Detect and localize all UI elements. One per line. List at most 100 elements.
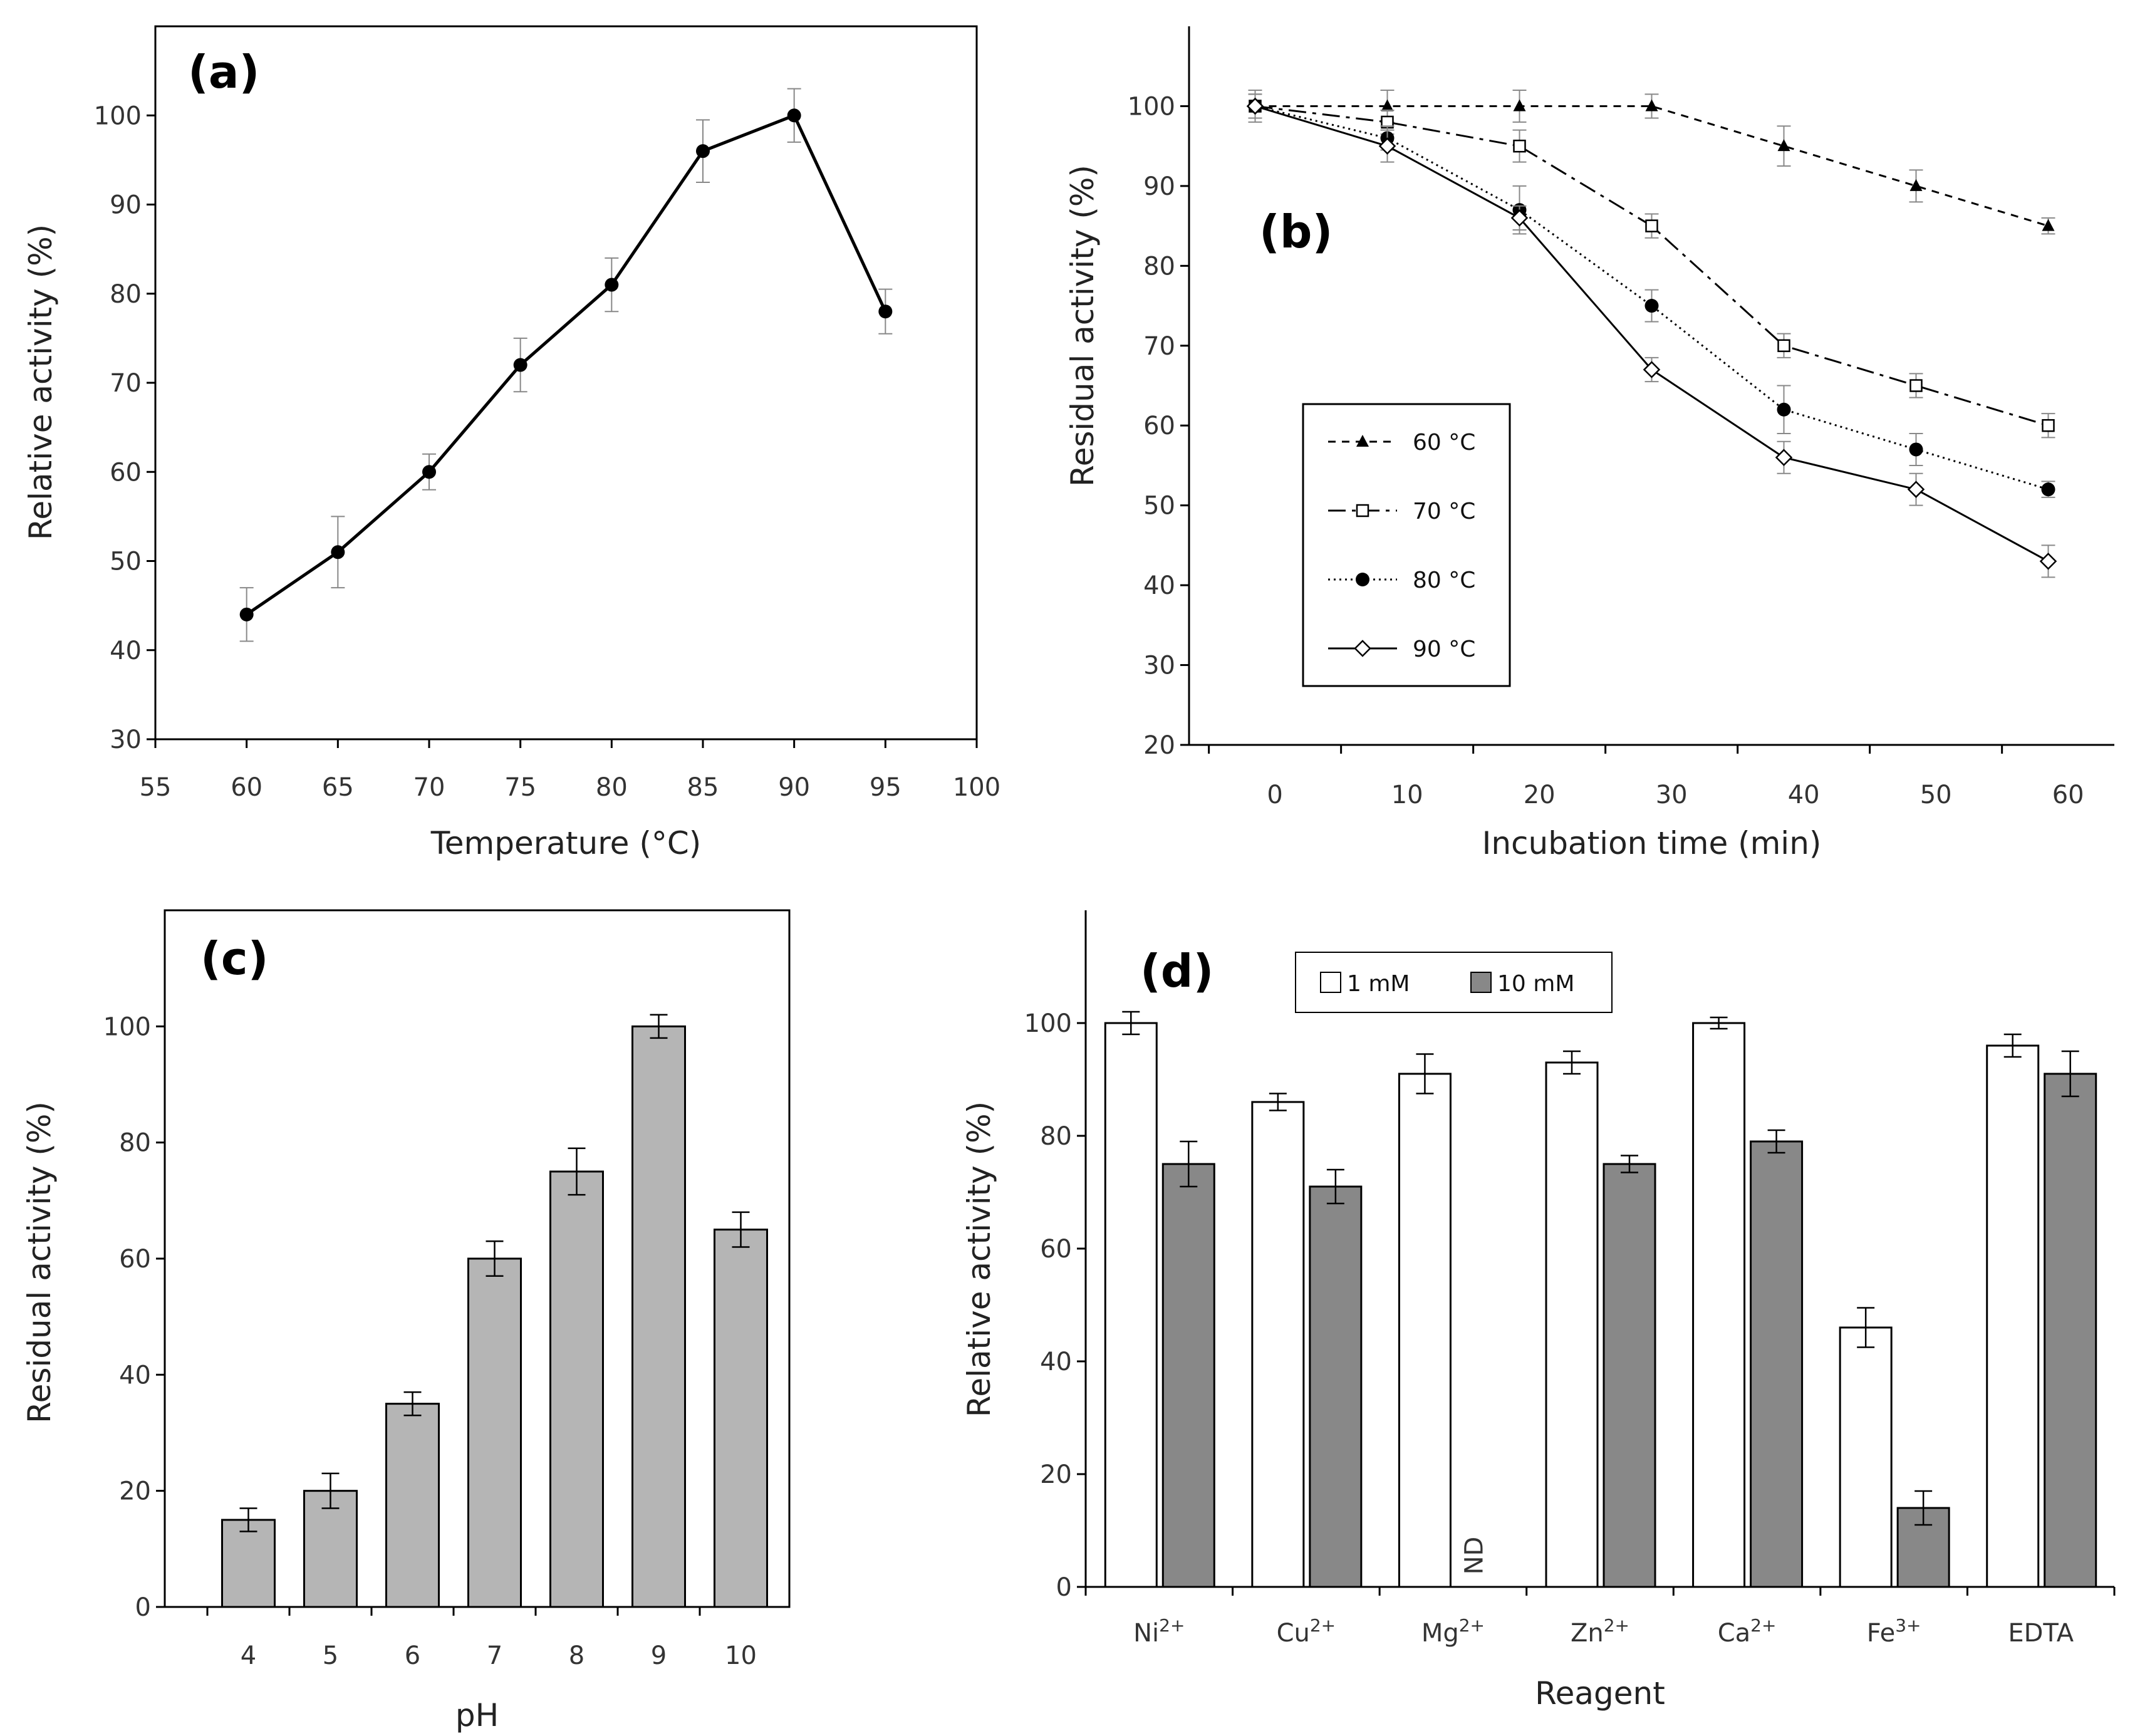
y-axis-title: Residual activity (%) bbox=[1064, 165, 1101, 487]
legend-marker bbox=[1356, 504, 1369, 517]
y-axis-title: Relative activity (%) bbox=[961, 1101, 997, 1417]
data-point bbox=[1644, 299, 1659, 313]
bar bbox=[385, 1403, 440, 1608]
x-tick-label: 95 bbox=[870, 773, 901, 802]
data-point bbox=[1645, 219, 1658, 232]
panel-label: (c) bbox=[200, 932, 269, 985]
y-tick-label: 60 bbox=[1143, 412, 1175, 440]
plot-frame bbox=[154, 25, 978, 741]
x-tick-label: 10 bbox=[1391, 781, 1423, 809]
data-point bbox=[1513, 139, 1526, 153]
panel-d: 0 20 40 60 80 100 Reagent Relative activity (%)… bbox=[961, 910, 2116, 1712]
y-tick-label: 50 bbox=[110, 548, 142, 576]
x-tick-label: 7 bbox=[487, 1641, 502, 1670]
data-point bbox=[1777, 339, 1790, 353]
legend-label: 70 °C bbox=[1413, 499, 1475, 524]
data-point bbox=[1643, 361, 1661, 378]
legend-label: 80 °C bbox=[1413, 568, 1475, 593]
x-tick-label: Ni2+ bbox=[1133, 1615, 1185, 1648]
x-tick-label: 60 bbox=[231, 773, 262, 802]
x-tick-label-base: Ni bbox=[1133, 1619, 1159, 1648]
bar-0 bbox=[1104, 1022, 1158, 1588]
x-tick-label: 10 bbox=[725, 1641, 757, 1670]
panel-a: 30 40 50 60 70 80 90 100 55 60 65 70 75 80 85 90 95 100 Te… bbox=[23, 25, 1000, 861]
y-tick-label: 0 bbox=[135, 1593, 151, 1622]
data-point bbox=[1645, 99, 1658, 112]
y-tick-label: 90 bbox=[1143, 172, 1175, 201]
x-tick-label: Mg2+ bbox=[1421, 1615, 1485, 1648]
data-point bbox=[1777, 402, 1791, 417]
x-tick-label: 70 bbox=[413, 773, 445, 802]
data-point bbox=[1510, 209, 1529, 227]
data-point bbox=[878, 304, 893, 319]
x-tick-label: 90 bbox=[778, 773, 810, 802]
series-60-C bbox=[1248, 89, 2055, 235]
panel-label: (d) bbox=[1140, 945, 1213, 997]
data-point bbox=[1909, 179, 1923, 191]
bar-1 bbox=[1309, 1185, 1363, 1588]
x-tick-label: 20 bbox=[1524, 781, 1556, 809]
x-tick-label-sup: 2+ bbox=[1310, 1615, 1336, 1636]
bar bbox=[303, 1490, 358, 1608]
x-tick-label: 30 bbox=[1656, 781, 1688, 809]
annotation-nd: ND bbox=[1460, 1537, 1488, 1575]
data-point bbox=[239, 607, 254, 621]
legend-box bbox=[1302, 403, 1511, 687]
legend-swatch bbox=[1470, 972, 1492, 993]
bar-1 bbox=[1161, 1163, 1215, 1588]
x-tick-label: 4 bbox=[241, 1641, 256, 1670]
y-tick-label: 90 bbox=[110, 191, 142, 220]
bar-0 bbox=[1692, 1022, 1746, 1588]
legend-label: 60 °C bbox=[1413, 430, 1475, 455]
y-tick-label: 20 bbox=[119, 1477, 151, 1506]
x-tick-label: Cu2+ bbox=[1277, 1615, 1336, 1648]
x-axis-title: Incubation time (min) bbox=[1482, 825, 1822, 861]
data-point bbox=[1775, 449, 1793, 466]
bar bbox=[631, 1025, 686, 1608]
x-tick-label: 85 bbox=[687, 773, 719, 802]
y-tick-label: 40 bbox=[110, 637, 142, 665]
x-tick-label: 6 bbox=[405, 1641, 420, 1670]
y-axis-title: Residual activity (%) bbox=[21, 1101, 58, 1423]
bar-0 bbox=[1398, 1073, 1452, 1588]
x-tick-label: Ca2+ bbox=[1718, 1615, 1777, 1648]
y-tick-label: 80 bbox=[119, 1129, 151, 1158]
bar-1 bbox=[1603, 1163, 1656, 1588]
y-tick-label: 70 bbox=[1143, 332, 1175, 361]
legend-marker bbox=[1354, 640, 1371, 657]
x-axis-title: Reagent bbox=[1535, 1675, 1665, 1712]
bar-0 bbox=[1545, 1061, 1599, 1588]
legend-box bbox=[1295, 952, 1613, 1013]
x-tick-label: 40 bbox=[1788, 781, 1820, 809]
legend-label: 1 mM bbox=[1347, 971, 1410, 997]
y-tick-label: 100 bbox=[94, 101, 142, 130]
data-point bbox=[2042, 418, 2055, 432]
x-tick-label-base: Ca bbox=[1718, 1619, 1750, 1648]
x-tick-label-base: Fe bbox=[1867, 1619, 1895, 1648]
data-point bbox=[2039, 553, 2057, 570]
x-tick-label: 65 bbox=[322, 773, 354, 802]
series-activity bbox=[239, 88, 893, 642]
legend-marker bbox=[1356, 573, 1369, 586]
x-tick-label: Zn2+ bbox=[1571, 1615, 1629, 1648]
y-tick-label: 20 bbox=[1143, 731, 1175, 760]
y-tick-label: 40 bbox=[119, 1361, 151, 1390]
panel-b: 20 30 40 50 60 70 80 90 100 0 10 20 30 40 50 60 Incubati… bbox=[1064, 26, 2114, 861]
x-tick-label-sup: 2+ bbox=[1159, 1615, 1185, 1636]
legend-marker bbox=[1356, 435, 1369, 447]
x-tick-label: 55 bbox=[140, 773, 172, 802]
legend-swatch bbox=[1320, 972, 1341, 993]
data-point bbox=[513, 358, 527, 372]
data-point bbox=[1907, 481, 1925, 498]
x-axis-title: Temperature (°C) bbox=[430, 825, 702, 861]
data-point bbox=[787, 108, 801, 123]
x-tick-label: EDTA bbox=[2008, 1619, 2074, 1648]
data-point bbox=[2042, 219, 2055, 231]
x-tick-label: 9 bbox=[651, 1641, 667, 1670]
x-tick-label: 80 bbox=[596, 773, 628, 802]
legend: 60 °C 70 °C 80 °C 90 °C bbox=[1302, 403, 1511, 687]
y-axis-title: Relative activity (%) bbox=[23, 224, 59, 540]
x-tick-label: 60 bbox=[2052, 781, 2084, 809]
y-tick-label: 70 bbox=[110, 369, 142, 398]
bar-0 bbox=[1251, 1101, 1305, 1588]
